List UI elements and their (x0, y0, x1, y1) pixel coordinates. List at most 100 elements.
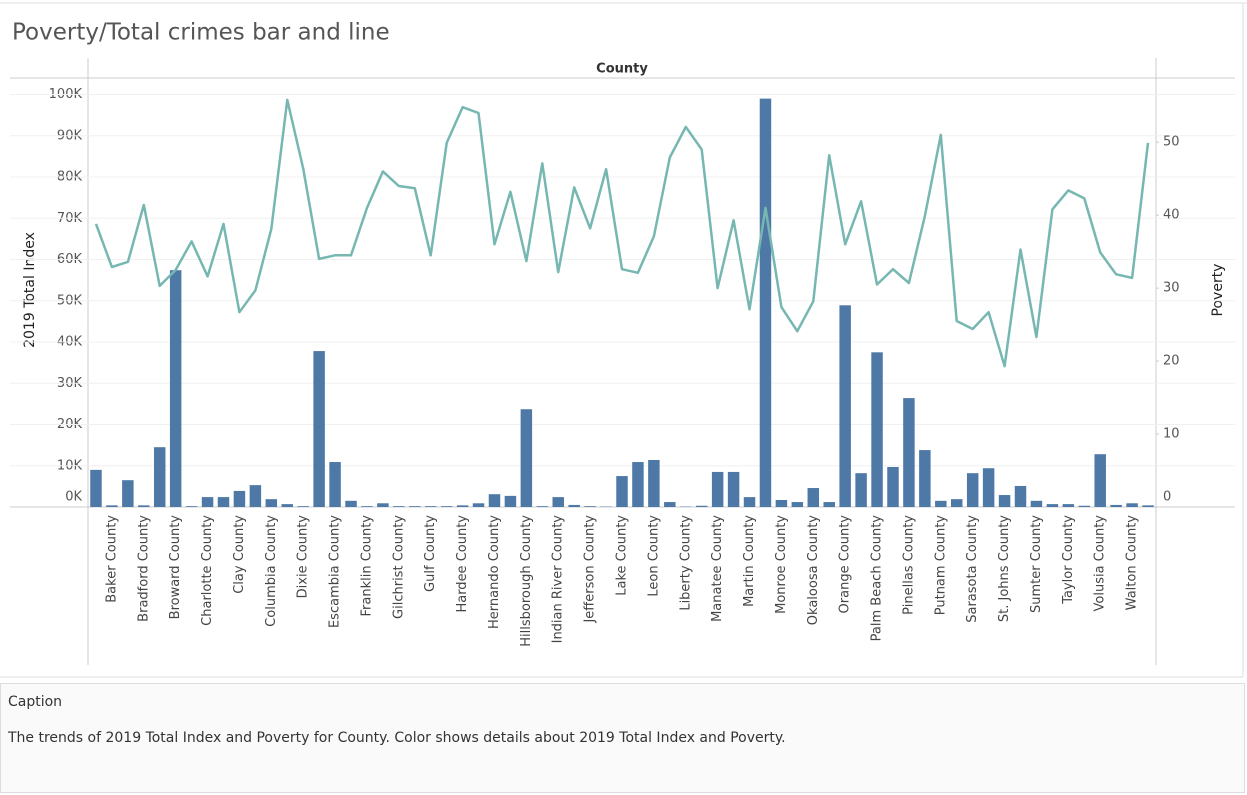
bar (409, 506, 421, 507)
bar (887, 466, 899, 507)
bar (552, 497, 564, 507)
x-axis-title: County (596, 62, 648, 77)
bar (424, 506, 437, 507)
y2-tick-label: 50 (1163, 135, 1180, 150)
bar (998, 495, 1011, 507)
bar (1126, 503, 1138, 507)
y2-axis-title: Poverty (1210, 264, 1226, 317)
x-tick-label: Indian River County (551, 515, 566, 644)
y2-tick-label: 20 (1163, 354, 1180, 369)
bar (823, 502, 835, 507)
bar (616, 476, 628, 507)
x-tick-label: Lake County (615, 515, 630, 596)
x-tick-label: Hillsborough County (519, 515, 534, 647)
x-tick-label: Columbia County (264, 515, 279, 627)
bar (1094, 454, 1106, 507)
x-tick-label: Baker County (104, 515, 119, 603)
x-tick-label: Okaloosa County (806, 515, 821, 625)
bar (488, 494, 501, 507)
bar (217, 497, 230, 507)
bar (440, 506, 453, 507)
x-tick-label: Jefferson County (583, 515, 598, 624)
x-tick-label: Escambia County (328, 515, 343, 628)
bar (727, 471, 740, 507)
bar (648, 459, 660, 507)
bar (456, 505, 469, 507)
caption-heading: Caption (8, 694, 63, 710)
x-tick-label: Sumter County (1029, 515, 1044, 613)
x-tick-label: Martin County (742, 515, 757, 607)
bar (265, 499, 278, 507)
x-tick-label: Hernando County (487, 515, 502, 629)
bar (393, 506, 405, 507)
bar (775, 499, 788, 507)
bar (153, 447, 166, 507)
bar (1030, 500, 1043, 507)
x-tick-label: Palm Beach County (870, 515, 885, 642)
bar (201, 497, 214, 507)
bar (472, 503, 485, 507)
bar (1062, 504, 1075, 507)
bar (249, 485, 262, 507)
bar (584, 506, 596, 507)
bar (233, 490, 246, 507)
line (94, 98, 1150, 368)
bar (903, 398, 915, 507)
bar (871, 352, 883, 507)
bar (106, 505, 118, 507)
x-tick-label: Gulf County (423, 515, 438, 592)
x-tick-label: Broward County (168, 515, 183, 620)
bar (839, 305, 851, 507)
y2-tick-label: 40 (1163, 208, 1180, 223)
x-tick-label: Franklin County (359, 515, 374, 617)
bar (982, 468, 995, 507)
bar (138, 505, 150, 507)
bar (281, 504, 293, 507)
x-tick-label: Monroe County (774, 515, 789, 614)
bar (90, 469, 102, 507)
bar (664, 502, 676, 507)
bar (935, 500, 947, 507)
bar (1110, 504, 1122, 507)
y2-tick-label: 30 (1163, 281, 1180, 296)
caption-panel: Caption The trends of 2019 Total Index a… (0, 683, 1245, 793)
x-tick-label: Gilchrist County (391, 515, 406, 619)
bar (377, 503, 389, 507)
x-tick-label: Hardee County (455, 515, 470, 613)
x-tick-label: Putnam County (933, 515, 948, 616)
x-tick-label: Manatee County (710, 515, 725, 622)
y2-tick-label: 10 (1163, 427, 1180, 442)
bar (632, 462, 644, 507)
x-tick-label: Leon County (646, 515, 661, 597)
bar (791, 502, 804, 507)
bar (759, 98, 772, 507)
bar (711, 471, 724, 507)
caption-text: The trends of 2019 Total Index and Pover… (8, 730, 786, 746)
bar (951, 499, 963, 507)
bar (122, 480, 134, 507)
bar (966, 473, 979, 507)
x-tick-label: Walton County (1125, 515, 1140, 611)
bar (361, 506, 373, 507)
x-tick-label: St. Johns County (997, 515, 1012, 622)
x-tick-label: Dixie County (296, 515, 311, 599)
x-tick-label: Sarasota County (965, 515, 980, 623)
x-tick-label: Bradford County (136, 515, 151, 622)
bar (1046, 504, 1059, 507)
bar (1142, 505, 1154, 507)
bar (743, 497, 756, 507)
bar (345, 500, 357, 507)
x-tick-label: Orange County (838, 515, 853, 614)
bar (297, 506, 309, 507)
x-tick-label: Taylor County (1061, 515, 1076, 605)
y-axis-title: 2019 Total Index (22, 232, 38, 348)
bar (313, 351, 325, 507)
x-tick-label: Liberty County (678, 515, 693, 611)
x-tick-label: Pinellas County (901, 515, 916, 615)
bar (329, 462, 341, 507)
y-tick-label: 0K (65, 490, 82, 505)
x-tick-label: Clay County (232, 515, 247, 594)
bar (807, 488, 820, 507)
bar (919, 450, 931, 507)
